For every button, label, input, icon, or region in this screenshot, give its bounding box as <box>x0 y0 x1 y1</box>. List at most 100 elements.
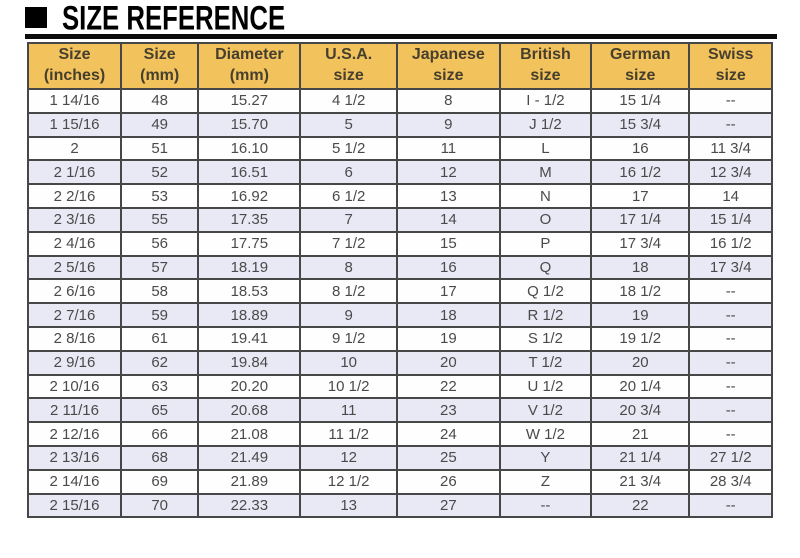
table-cell: 11 <box>396 135 501 162</box>
column-header: German size <box>590 42 691 90</box>
table-cell: 11 <box>299 397 399 424</box>
column-header: British size <box>498 42 593 90</box>
table-cell: 19.84 <box>197 349 302 376</box>
table-cell: 59 <box>119 302 200 328</box>
table-cell: 8 <box>396 88 501 114</box>
table-cell: -- <box>688 88 773 114</box>
table-cell: 21.49 <box>197 444 302 471</box>
table-cell: 9 1/2 <box>299 325 399 352</box>
column-header: Size (inches) <box>27 42 122 90</box>
table-cell: 16 1/2 <box>688 230 773 257</box>
table-row: 2 9/16 62 19.84 10 20 T 1/2 20 -- <box>27 349 773 376</box>
table-cell: 16 1/2 <box>590 159 691 186</box>
table-cell: 27 <box>396 492 501 519</box>
table-cell: 6 <box>299 159 399 186</box>
table-row: 2 7/16 59 18.89 9 18 R 1/2 19 -- <box>27 302 773 328</box>
table-cell: 17 <box>590 183 691 209</box>
table-cell: W 1/2 <box>498 421 593 447</box>
table-cell: 18.19 <box>197 254 302 281</box>
table-cell: 27 1/2 <box>688 444 773 471</box>
table-row: 2 3/16 55 17.35 7 14 O 17 1/4 15 1/4 <box>27 206 773 233</box>
column-header: Size (mm) <box>119 42 200 90</box>
table-cell: 58 <box>119 278 200 305</box>
table-cell: 13 <box>396 183 501 209</box>
table-cell: -- <box>688 302 773 328</box>
table-cell: 22.33 <box>197 492 302 519</box>
table-cell: 17.35 <box>197 206 302 233</box>
table-row: 2 2/16 53 16.92 6 1/2 13 N 17 14 <box>27 183 773 209</box>
table-row: 2 4/16 56 17.75 7 1/2 15 P 17 3/4 16 1/2 <box>27 230 773 257</box>
table-cell: 18.53 <box>197 278 302 305</box>
table-row: 2 51 16.10 5 1/2 11 L 16 11 3/4 <box>27 135 773 162</box>
table-row: 2 13/16 68 21.49 12 25 Y 21 1/4 27 1/2 <box>27 444 773 471</box>
table-cell: -- <box>688 492 773 519</box>
table-cell: 15 1/4 <box>688 206 773 233</box>
table-cell: 61 <box>119 325 200 352</box>
table-row: 1 14/16 48 15.27 4 1/2 8 I - 1/2 15 1/4 -- <box>27 88 773 114</box>
table-cell: 15 <box>396 230 501 257</box>
table-cell: 12 3/4 <box>688 159 773 186</box>
table-cell: 2 10/16 <box>27 373 122 400</box>
table-cell: 11 1/2 <box>299 421 399 447</box>
table-cell: Y <box>498 444 593 471</box>
table-cell: 21 <box>590 421 691 447</box>
table-cell: J 1/2 <box>498 111 593 138</box>
table-cell: 8 1/2 <box>299 278 399 305</box>
table-row: 2 1/16 52 16.51 6 12 M 16 1/2 12 3/4 <box>27 159 773 186</box>
table-cell: -- <box>688 421 773 447</box>
table-cell: 17 3/4 <box>688 254 773 281</box>
table-cell: 8 <box>299 254 399 281</box>
table-cell: 10 <box>299 349 399 376</box>
page-title: SIZE REFERENCE <box>62 0 286 37</box>
table-row: 2 6/16 58 18.53 8 1/2 17 Q 1/2 18 1/2 -- <box>27 278 773 305</box>
table-cell: 20 <box>590 349 691 376</box>
table-cell: 63 <box>119 373 200 400</box>
table-cell: -- <box>688 373 773 400</box>
table-cell: 20 1/4 <box>590 373 691 400</box>
table-cell: 2 9/16 <box>27 349 122 376</box>
table-cell: 68 <box>119 444 200 471</box>
table-cell: 2 7/16 <box>27 302 122 328</box>
table-row: 2 8/16 61 19.41 9 1/2 19 S 1/2 19 1/2 -- <box>27 325 773 352</box>
table-cell: 5 1/2 <box>299 135 399 162</box>
table-cell: 16.10 <box>197 135 302 162</box>
table-cell: 20 <box>396 349 501 376</box>
title-bar: SIZE REFERENCE <box>0 0 800 35</box>
table-cell: 12 <box>299 444 399 471</box>
table-cell: 7 <box>299 206 399 233</box>
table-cell: 18 <box>396 302 501 328</box>
table-cell: 16 <box>590 135 691 162</box>
table-cell: 15.27 <box>197 88 302 114</box>
table-cell: 51 <box>119 135 200 162</box>
table-cell: 2 11/16 <box>27 397 122 424</box>
table-cell: 2 8/16 <box>27 325 122 352</box>
table-cell: 28 3/4 <box>688 468 773 495</box>
table-cell: 17.75 <box>197 230 302 257</box>
table-cell: 2 13/16 <box>27 444 122 471</box>
table-cell: 12 <box>396 159 501 186</box>
table-row: 2 14/16 69 21.89 12 1/2 26 Z 21 3/4 28 3/4 <box>27 468 773 495</box>
table-cell: 26 <box>396 468 501 495</box>
table-cell: 16 <box>396 254 501 281</box>
table-cell: I - 1/2 <box>498 88 593 114</box>
table-cell: 17 3/4 <box>590 230 691 257</box>
table-cell: 13 <box>299 492 399 519</box>
table-cell: 10 1/2 <box>299 373 399 400</box>
table-cell: 20.20 <box>197 373 302 400</box>
table-cell: 2 14/16 <box>27 468 122 495</box>
column-header: U.S.A. size <box>299 42 399 90</box>
table-cell: 2 <box>27 135 122 162</box>
table-cell: 21.89 <box>197 468 302 495</box>
column-header: Japanese size <box>396 42 501 90</box>
table-header-row: Size (inches) Size (mm) Diameter (mm) U.S.A. si… <box>27 42 773 90</box>
table-cell: -- <box>688 278 773 305</box>
table-cell: N <box>498 183 593 209</box>
table-cell: 9 <box>299 302 399 328</box>
table-cell: 52 <box>119 159 200 186</box>
table-cell: 21 3/4 <box>590 468 691 495</box>
table-cell: 15.70 <box>197 111 302 138</box>
table-cell: 21 1/4 <box>590 444 691 471</box>
table-cell: -- <box>688 397 773 424</box>
table-cell: 2 4/16 <box>27 230 122 257</box>
table-cell: 20.68 <box>197 397 302 424</box>
